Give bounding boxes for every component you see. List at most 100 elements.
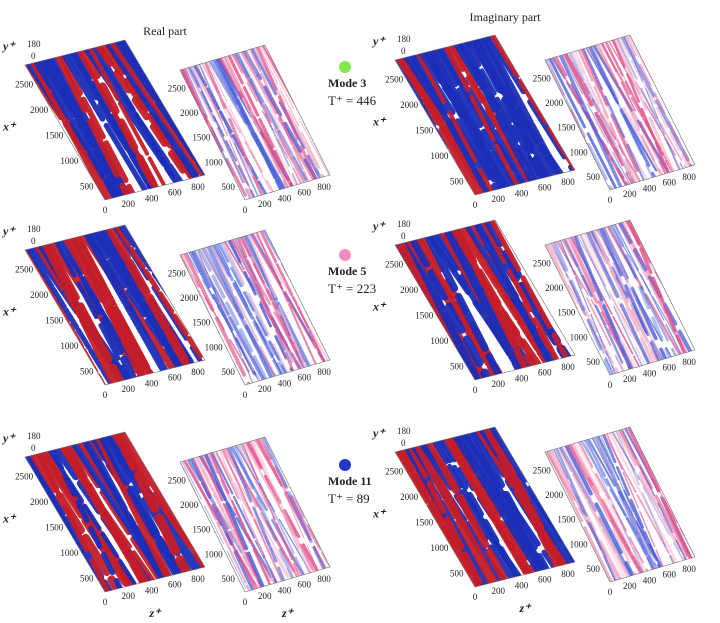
x-tick-label: 1500 — [557, 123, 576, 133]
streak — [563, 237, 628, 372]
streak — [481, 220, 560, 363]
streak — [585, 230, 651, 366]
z-tick-label: 200 — [258, 199, 272, 209]
streak — [33, 57, 122, 200]
streak — [260, 437, 319, 572]
x-tick-label: 1500 — [415, 125, 434, 135]
panel-frame — [24, 39, 206, 201]
z-tick-label: 0 — [243, 390, 248, 400]
streak — [548, 448, 621, 582]
streak — [548, 242, 620, 374]
slice-panel — [545, 220, 695, 375]
x-tick-label: 500 — [221, 182, 235, 192]
streak — [399, 445, 483, 587]
z-tick-label: 800 — [682, 564, 696, 574]
streak — [215, 57, 284, 192]
mode-period: T⁺ = 223 — [328, 281, 376, 296]
streak — [608, 431, 679, 564]
z-tick-label: 400 — [278, 585, 292, 595]
streak — [590, 44, 654, 179]
streak — [450, 42, 532, 185]
slice-panel — [545, 427, 695, 582]
streak — [604, 41, 674, 173]
streak — [404, 237, 481, 380]
panel-frame — [24, 431, 206, 593]
streak — [236, 236, 295, 373]
streak — [558, 55, 631, 185]
streak — [247, 440, 315, 574]
z-tick-label: 400 — [515, 580, 529, 590]
z-tick-label: 400 — [278, 378, 292, 388]
x-tick-label: 2000 — [30, 497, 49, 507]
z-tick-label: 400 — [278, 193, 292, 203]
y-tick-label: 180 — [397, 426, 411, 436]
streak — [465, 429, 546, 575]
x-tick-label: 2500 — [533, 259, 552, 269]
x-tick-label: 2500 — [385, 74, 404, 84]
streak — [552, 240, 614, 375]
z-tick-label: 400 — [145, 585, 159, 595]
z-tick-label: 400 — [145, 193, 159, 203]
iso-surface-panel — [395, 220, 575, 380]
x-tick-label: 1000 — [205, 157, 224, 167]
z-tick-label: 800 — [561, 569, 575, 579]
x-tick-label: 2000 — [545, 283, 564, 293]
streak — [196, 455, 260, 590]
streak — [414, 441, 499, 587]
panel-frame — [179, 436, 331, 593]
slice-panel — [180, 230, 330, 385]
x-tick-label: 1500 — [45, 315, 64, 325]
streak — [558, 53, 623, 189]
streak — [614, 223, 682, 355]
z-tick-label: 600 — [538, 575, 552, 585]
z-tick-label: 0 — [608, 380, 613, 390]
streak — [571, 442, 638, 577]
streak — [207, 244, 273, 380]
iso-surface-panel — [25, 225, 205, 385]
x-tick-label: 2500 — [533, 74, 552, 84]
streak — [223, 55, 290, 189]
x-axis-label: x⁺ — [372, 114, 387, 128]
x-tick-label: 2500 — [533, 466, 552, 476]
z-tick-label: 0 — [473, 385, 478, 395]
z-tick-label: 0 — [243, 597, 248, 607]
streak — [247, 233, 307, 369]
streak — [424, 233, 503, 378]
panel-frame — [544, 219, 696, 376]
x-tick-label: 2000 — [400, 492, 419, 502]
z-tick-label: 0 — [473, 200, 478, 210]
x-tick-label: 2000 — [400, 285, 419, 295]
z-tick-label: 600 — [663, 178, 677, 188]
x-tick-label: 1000 — [60, 548, 79, 558]
x-tick-label: 1500 — [557, 308, 576, 318]
z-tick-label: 800 — [317, 182, 331, 192]
streak — [105, 225, 192, 370]
z-tick-label: 200 — [122, 384, 136, 394]
streak — [243, 442, 316, 573]
panel-frame — [394, 219, 576, 381]
streak — [580, 233, 646, 366]
streak — [559, 239, 616, 375]
z-tick-label: 600 — [538, 368, 552, 378]
x-tick-label: 500 — [586, 172, 600, 182]
x-tick-label: 2000 — [545, 490, 564, 500]
z-tick-label: 800 — [682, 357, 696, 367]
y-tick-label: 0 — [31, 51, 36, 61]
streak — [212, 243, 283, 376]
iso-surface-panel — [25, 40, 205, 200]
z-tick-label: 200 — [492, 586, 506, 596]
streak — [574, 50, 633, 184]
mode-period: T⁺ = 446 — [328, 93, 377, 108]
streak — [112, 432, 191, 577]
streak — [620, 35, 694, 168]
streak — [608, 40, 684, 170]
streak — [597, 228, 658, 363]
streak — [443, 45, 519, 187]
x-tick-label: 2500 — [385, 466, 404, 476]
y-axis-label: y⁺ — [1, 431, 16, 445]
mode-marker — [339, 61, 351, 73]
streak — [250, 440, 310, 574]
x-tick-label: 500 — [80, 573, 94, 583]
streak — [473, 221, 553, 365]
